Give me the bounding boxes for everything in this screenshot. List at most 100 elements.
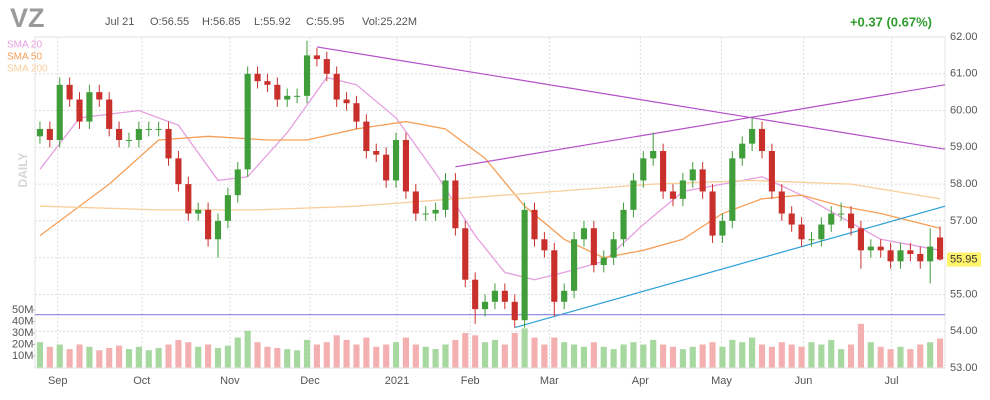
volume-bar bbox=[135, 346, 142, 368]
candle-body bbox=[679, 180, 686, 199]
x-tick-label: Jul bbox=[885, 375, 899, 387]
volume-bar bbox=[86, 346, 93, 368]
volume-bar bbox=[155, 347, 162, 368]
candle-body bbox=[640, 158, 647, 181]
symbol: VZ bbox=[10, 3, 45, 33]
candle-body bbox=[244, 73, 251, 170]
volume-bar bbox=[778, 342, 785, 368]
candle-body bbox=[264, 81, 271, 85]
volume-bar bbox=[422, 346, 429, 368]
volume-bar bbox=[669, 346, 677, 368]
volume-bar bbox=[729, 339, 736, 368]
candle-body bbox=[254, 73, 261, 82]
volume-bar bbox=[125, 349, 133, 368]
volume-bar bbox=[106, 347, 113, 368]
candle-body bbox=[274, 84, 281, 100]
volume-bar bbox=[472, 335, 479, 368]
volume-tick-label: 30M bbox=[12, 327, 33, 339]
candle-body bbox=[462, 228, 469, 280]
volume-bar bbox=[936, 338, 944, 368]
y-tick-label: 59.00 bbox=[950, 141, 978, 153]
candle-body bbox=[323, 59, 330, 74]
volume-bar bbox=[46, 346, 53, 368]
candle-body bbox=[125, 139, 133, 141]
candle-body bbox=[343, 99, 350, 104]
volume-bar bbox=[600, 346, 607, 368]
candle-body bbox=[897, 250, 904, 262]
volume-bar bbox=[907, 349, 914, 368]
volume-bar bbox=[847, 344, 855, 368]
candle-body bbox=[828, 213, 835, 225]
volume-bar bbox=[303, 339, 311, 368]
volume-bar bbox=[511, 333, 518, 368]
candle-body bbox=[531, 209, 538, 240]
candle-body bbox=[936, 237, 944, 260]
candle-body bbox=[669, 191, 677, 199]
candle-body bbox=[76, 99, 83, 122]
candle-body bbox=[877, 246, 884, 251]
y-tick-label: 58.00 bbox=[950, 178, 978, 190]
candle-body bbox=[729, 158, 736, 221]
candle-body bbox=[234, 169, 241, 196]
header-low: L:55.92 bbox=[254, 16, 291, 28]
volume-bar bbox=[758, 344, 766, 368]
volume-bar bbox=[274, 347, 281, 368]
volume-bar bbox=[561, 342, 568, 368]
candle-body bbox=[106, 99, 113, 129]
x-tick-label: Jun bbox=[795, 375, 813, 387]
candle-body bbox=[580, 228, 588, 240]
volume-bar bbox=[402, 337, 409, 368]
volume-bar bbox=[432, 349, 439, 368]
header-change: +0.37 (0.67%) bbox=[850, 14, 932, 29]
candle-body bbox=[699, 169, 706, 192]
candle-body bbox=[808, 239, 815, 241]
candle-body bbox=[709, 191, 716, 236]
candle-body bbox=[719, 220, 726, 236]
volume-bar bbox=[412, 344, 419, 368]
candle-body bbox=[610, 239, 617, 258]
candle-body bbox=[847, 213, 855, 229]
volume-bar bbox=[689, 346, 696, 368]
candle-body bbox=[195, 209, 202, 214]
volume-bar bbox=[205, 344, 212, 368]
candle-body bbox=[402, 139, 409, 192]
candle-body bbox=[96, 92, 103, 100]
volume-bar bbox=[36, 342, 44, 368]
candle-body bbox=[867, 246, 874, 251]
volume-bar bbox=[66, 349, 73, 368]
candle-body bbox=[66, 84, 73, 100]
candle-body bbox=[383, 154, 390, 181]
legend-label: SMA 20 bbox=[7, 40, 42, 51]
volume-bar bbox=[333, 335, 340, 368]
volume-bar bbox=[867, 342, 874, 368]
y-tick-label: 61.00 bbox=[950, 68, 978, 80]
volume-bar bbox=[927, 342, 934, 368]
candle-body bbox=[551, 250, 558, 302]
volume-bar bbox=[56, 344, 63, 368]
x-tick-label: 2021 bbox=[385, 375, 409, 387]
candle-body bbox=[145, 128, 152, 130]
candle-body bbox=[412, 191, 419, 214]
candle-body bbox=[472, 279, 479, 310]
header-volume: Vol:25.22M bbox=[362, 16, 417, 28]
volume-bar bbox=[214, 347, 222, 368]
candle-body bbox=[600, 257, 607, 266]
volume-bar bbox=[76, 344, 83, 368]
volume-bar bbox=[392, 342, 400, 368]
volume-bar bbox=[254, 342, 261, 368]
volume-bar bbox=[590, 342, 597, 368]
candle-body bbox=[798, 224, 805, 240]
volume-bar bbox=[531, 337, 538, 368]
candle-body bbox=[432, 209, 439, 214]
candle-body bbox=[739, 143, 746, 159]
volume-bar bbox=[264, 346, 271, 368]
volume-bar bbox=[808, 342, 815, 368]
volume-bar bbox=[551, 337, 558, 368]
volume-bar bbox=[185, 342, 192, 368]
candle-body bbox=[116, 128, 123, 140]
candle-body bbox=[353, 103, 360, 122]
volume-bar bbox=[788, 344, 795, 368]
volume-bar bbox=[838, 349, 845, 368]
x-tick-label: Oct bbox=[133, 375, 150, 387]
volume-bar bbox=[857, 323, 864, 368]
